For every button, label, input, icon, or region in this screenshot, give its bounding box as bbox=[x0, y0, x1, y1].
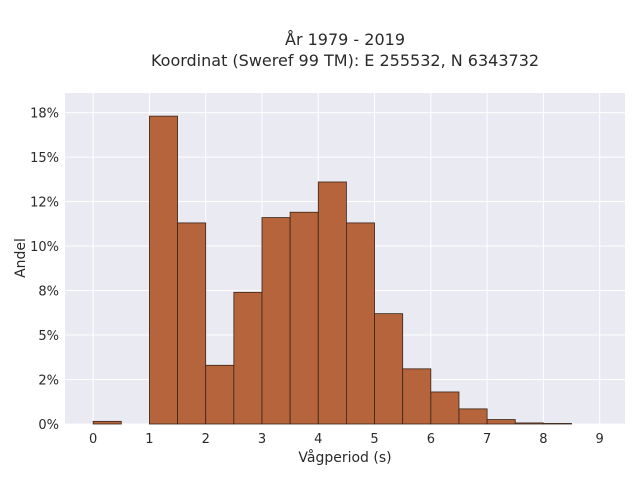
histogram-bar bbox=[177, 222, 207, 425]
histogram-bar bbox=[430, 391, 460, 425]
y-axis-ticks: 0% 2% 5% 8% 10% 12% 15% 18% bbox=[30, 107, 59, 433]
y-axis-label: Andel bbox=[13, 238, 29, 278]
histogram-bar bbox=[317, 181, 347, 425]
y-tick-label: 5% bbox=[38, 329, 59, 344]
histogram-bar bbox=[149, 115, 178, 425]
y-tick-label: 8% bbox=[38, 285, 59, 300]
x-tick-label: 0 bbox=[89, 432, 97, 447]
histogram-bar bbox=[233, 291, 263, 425]
x-axis-ticks: 0 1 2 3 4 5 6 7 8 9 bbox=[89, 432, 604, 447]
y-tick-label: 12% bbox=[30, 196, 59, 211]
x-tick-label: 9 bbox=[596, 432, 604, 447]
y-tick-label: 10% bbox=[30, 240, 59, 255]
y-tick-label: 2% bbox=[38, 374, 59, 389]
histogram-bar bbox=[486, 419, 516, 425]
chart-title-line-2: Koordinat (Sweref 99 TM): E 255532, N 63… bbox=[151, 51, 539, 70]
x-tick-label: 5 bbox=[370, 432, 378, 447]
x-tick-label: 7 bbox=[483, 432, 491, 447]
histogram-bar bbox=[542, 423, 572, 425]
histogram-bar bbox=[261, 217, 291, 425]
y-tick-label: 0% bbox=[38, 418, 59, 433]
y-tick-label: 15% bbox=[30, 151, 59, 166]
x-tick-label: 4 bbox=[314, 432, 322, 447]
x-tick-label: 3 bbox=[258, 432, 266, 447]
x-tick-label: 8 bbox=[539, 432, 547, 447]
histogram-bar bbox=[92, 420, 122, 425]
x-tick-label: 6 bbox=[427, 432, 435, 447]
histogram-bar bbox=[205, 364, 235, 425]
x-tick-label: 1 bbox=[145, 432, 153, 447]
histogram-bar bbox=[346, 222, 375, 425]
x-axis-label: Vågperiod (s) bbox=[298, 449, 391, 466]
bars bbox=[92, 115, 572, 425]
histogram-bar bbox=[374, 313, 404, 425]
histogram-bar bbox=[289, 211, 319, 425]
histogram-bar bbox=[402, 368, 432, 425]
histogram-bar bbox=[514, 422, 544, 425]
y-tick-label: 18% bbox=[30, 107, 59, 122]
chart-title-line-1: År 1979 - 2019 bbox=[285, 30, 405, 49]
histogram-bar bbox=[458, 408, 488, 425]
x-tick-label: 2 bbox=[202, 432, 210, 447]
